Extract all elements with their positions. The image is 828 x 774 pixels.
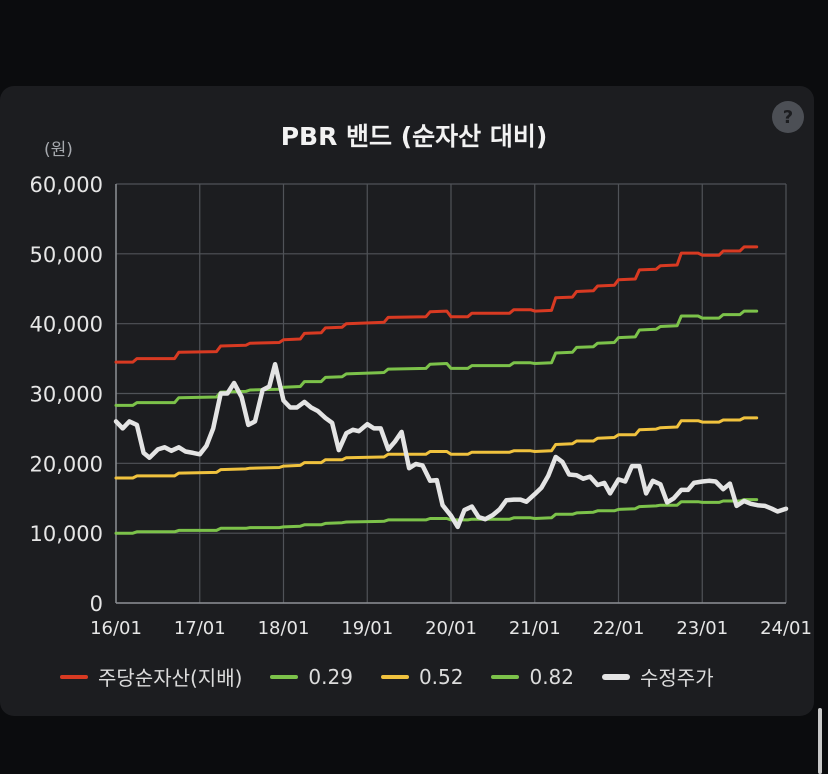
x-tick-label: 24/01 bbox=[760, 618, 812, 639]
legend-swatch bbox=[270, 674, 299, 679]
y-tick-label: 40,000 bbox=[30, 313, 103, 337]
x-tick-label: 20/01 bbox=[425, 618, 477, 639]
legend-item[interactable]: 0.52 bbox=[380, 664, 464, 689]
legend-swatch bbox=[491, 674, 520, 679]
chart-title: PBR 밴드 (순자산 대비) bbox=[280, 122, 548, 151]
y-tick-label: 0 bbox=[90, 592, 103, 616]
series-line-0 bbox=[114, 245, 759, 364]
x-tick-label: 16/01 bbox=[90, 618, 142, 639]
legend-label: 수정주가 bbox=[640, 666, 714, 690]
y-tick-label: 30,000 bbox=[30, 383, 103, 407]
legend-label: 0.82 bbox=[529, 664, 574, 689]
legend-swatch bbox=[60, 674, 88, 679]
x-tick-label: 18/01 bbox=[258, 618, 310, 639]
x-tick-label: 22/01 bbox=[593, 618, 645, 639]
x-tick-label: 17/01 bbox=[174, 618, 226, 639]
legend-item[interactable]: 0.82 bbox=[491, 665, 574, 689]
legend-item[interactable]: 주당순자산(지배) bbox=[60, 662, 242, 691]
legend-swatch bbox=[380, 674, 409, 679]
series-line-4 bbox=[113, 361, 789, 530]
y-tick-label: 10,000 bbox=[30, 522, 103, 546]
x-tick-label: 23/01 bbox=[676, 618, 728, 639]
x-tick-label: 21/01 bbox=[509, 618, 561, 639]
legend-item[interactable]: 수정주가 bbox=[602, 662, 714, 691]
chart-title-wrap: PBR 밴드 (순자산 대비) bbox=[0, 117, 828, 153]
series-line-2 bbox=[114, 416, 759, 480]
help-button[interactable]: ? bbox=[772, 101, 804, 133]
legend-label: 0.52 bbox=[418, 664, 464, 689]
legend: 주당순자산(지배) 0.29 0.52 0.82 수정주가 bbox=[60, 662, 742, 691]
y-tick-label: 60,000 bbox=[30, 173, 103, 197]
y-tick-label: 20,000 bbox=[30, 452, 103, 476]
scrollbar[interactable] bbox=[818, 708, 822, 774]
legend-swatch bbox=[602, 673, 630, 680]
legend-label: 0.29 bbox=[308, 664, 353, 689]
chart-card bbox=[0, 86, 814, 716]
y-tick-label: 50,000 bbox=[30, 243, 103, 267]
legend-item[interactable]: 0.29 bbox=[270, 665, 353, 689]
series-line-3 bbox=[114, 309, 759, 407]
series-line-1 bbox=[114, 498, 759, 535]
y-axis-unit: (원) bbox=[44, 140, 73, 160]
x-tick-label: 19/01 bbox=[341, 618, 393, 639]
legend-label: 주당순자산(지배) bbox=[98, 666, 243, 690]
